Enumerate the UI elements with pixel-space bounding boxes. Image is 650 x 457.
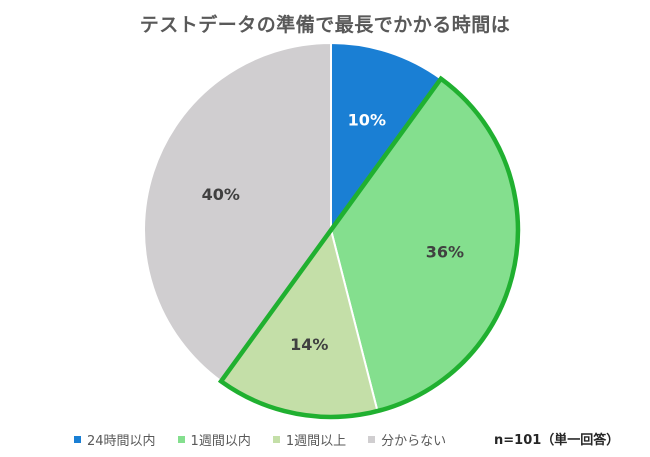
legend-label-within-week: 1週間以内 (190, 433, 251, 449)
chart-title: テストデータの準備で最長でかかる時間は (139, 14, 511, 36)
data-label-over-week: 14% (290, 335, 328, 354)
legend-label-unknown: 分からない (381, 433, 447, 449)
highlight-outline (217, 75, 521, 420)
legend-swatch-unknown (368, 435, 376, 443)
legend-item-over-week: 1週間以上 (272, 430, 347, 449)
slice-unknown (143, 41, 332, 383)
legend: 24時間以内 1週間以内 1週間以上 分からない (74, 430, 468, 449)
legend-swatch-24h (74, 435, 81, 443)
legend-item-24h: 24時間以内 (74, 430, 156, 449)
legend-swatch-within-week (177, 435, 185, 443)
data-label-within-week: 36% (426, 243, 464, 262)
sample-note: n=101（単一回答） (494, 433, 620, 448)
slice-24h (330, 41, 443, 234)
legend-item-unknown: 分からない (368, 430, 446, 449)
data-labels: 10% 36% 14% 40% (202, 111, 464, 354)
legend-label-24h: 24時間以内 (87, 433, 156, 449)
legend-label-over-week: 1週間以上 (285, 433, 347, 449)
data-label-24h: 10% (348, 111, 386, 130)
pie-slices (143, 41, 519, 418)
data-label-unknown: 40% (202, 185, 240, 204)
legend-swatch-over-week (272, 435, 280, 443)
legend-item-within-week: 1週間以内 (177, 430, 251, 449)
